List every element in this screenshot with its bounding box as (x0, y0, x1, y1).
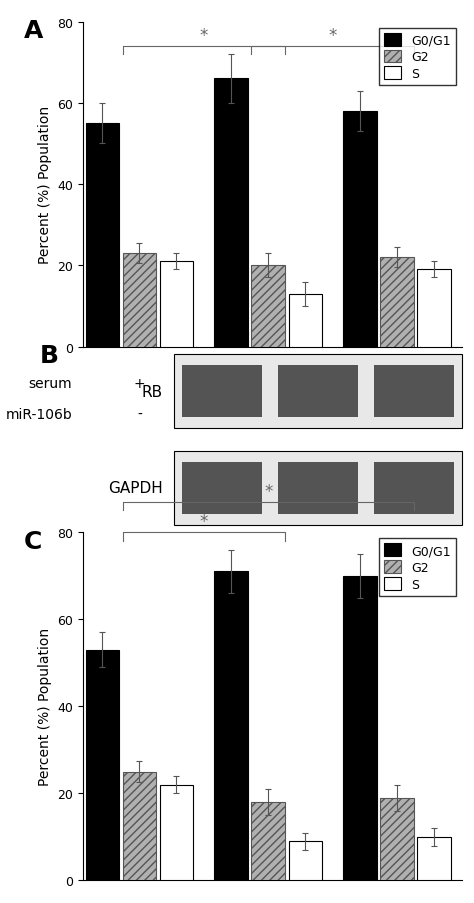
Bar (380, 798, 413, 880)
Y-axis label: Percent (%) Population: Percent (%) Population (37, 106, 52, 264)
Text: *: * (264, 482, 273, 500)
Text: *: * (200, 27, 208, 45)
Text: -: - (394, 377, 399, 390)
Bar (174, 451, 462, 526)
Text: GAPDH: GAPDH (108, 480, 163, 496)
Bar (278, 462, 358, 514)
Bar (374, 462, 455, 514)
Text: -: - (266, 377, 271, 390)
Bar (289, 842, 322, 880)
Text: *: * (328, 27, 337, 45)
Bar (182, 366, 262, 418)
Text: -: - (266, 407, 271, 421)
Bar (289, 294, 322, 347)
Bar (252, 266, 285, 347)
Text: -: - (219, 540, 224, 554)
Text: serum: serum (29, 377, 73, 390)
Bar (417, 837, 451, 880)
Text: -: - (316, 566, 320, 580)
Text: +: + (408, 540, 420, 554)
Bar (86, 124, 119, 347)
Text: +: + (408, 566, 420, 580)
Y-axis label: Percent (%) Population: Percent (%) Population (37, 628, 52, 786)
Bar (252, 802, 285, 880)
Text: *: * (200, 513, 208, 531)
Bar (343, 576, 376, 880)
Bar (417, 270, 451, 347)
Bar (182, 462, 262, 514)
Text: A: A (24, 19, 44, 43)
Bar (86, 650, 119, 880)
Text: miR-106b: miR-106b (6, 407, 73, 421)
Bar (123, 772, 156, 880)
Text: RB: RB (141, 384, 163, 399)
Legend: G0/G1, G2, S: G0/G1, G2, S (379, 29, 456, 86)
Text: +: + (312, 540, 324, 554)
Bar (214, 79, 248, 347)
Text: B: B (39, 343, 58, 368)
Bar (214, 572, 248, 880)
Text: +: + (134, 377, 145, 390)
Text: RB: RB (143, 540, 163, 554)
Legend: G0/G1, G2, S: G0/G1, G2, S (379, 539, 456, 596)
Bar (123, 254, 156, 347)
Bar (343, 112, 376, 347)
Bar (374, 366, 455, 418)
Bar (160, 785, 193, 880)
Text: C: C (24, 529, 43, 554)
Bar (160, 262, 193, 347)
Text: -: - (219, 566, 224, 580)
Bar (174, 355, 462, 429)
Bar (278, 366, 358, 418)
Bar (380, 258, 413, 347)
Text: +: + (391, 407, 403, 421)
Text: -: - (137, 407, 142, 421)
Text: miR-106b: miR-106b (96, 566, 163, 580)
